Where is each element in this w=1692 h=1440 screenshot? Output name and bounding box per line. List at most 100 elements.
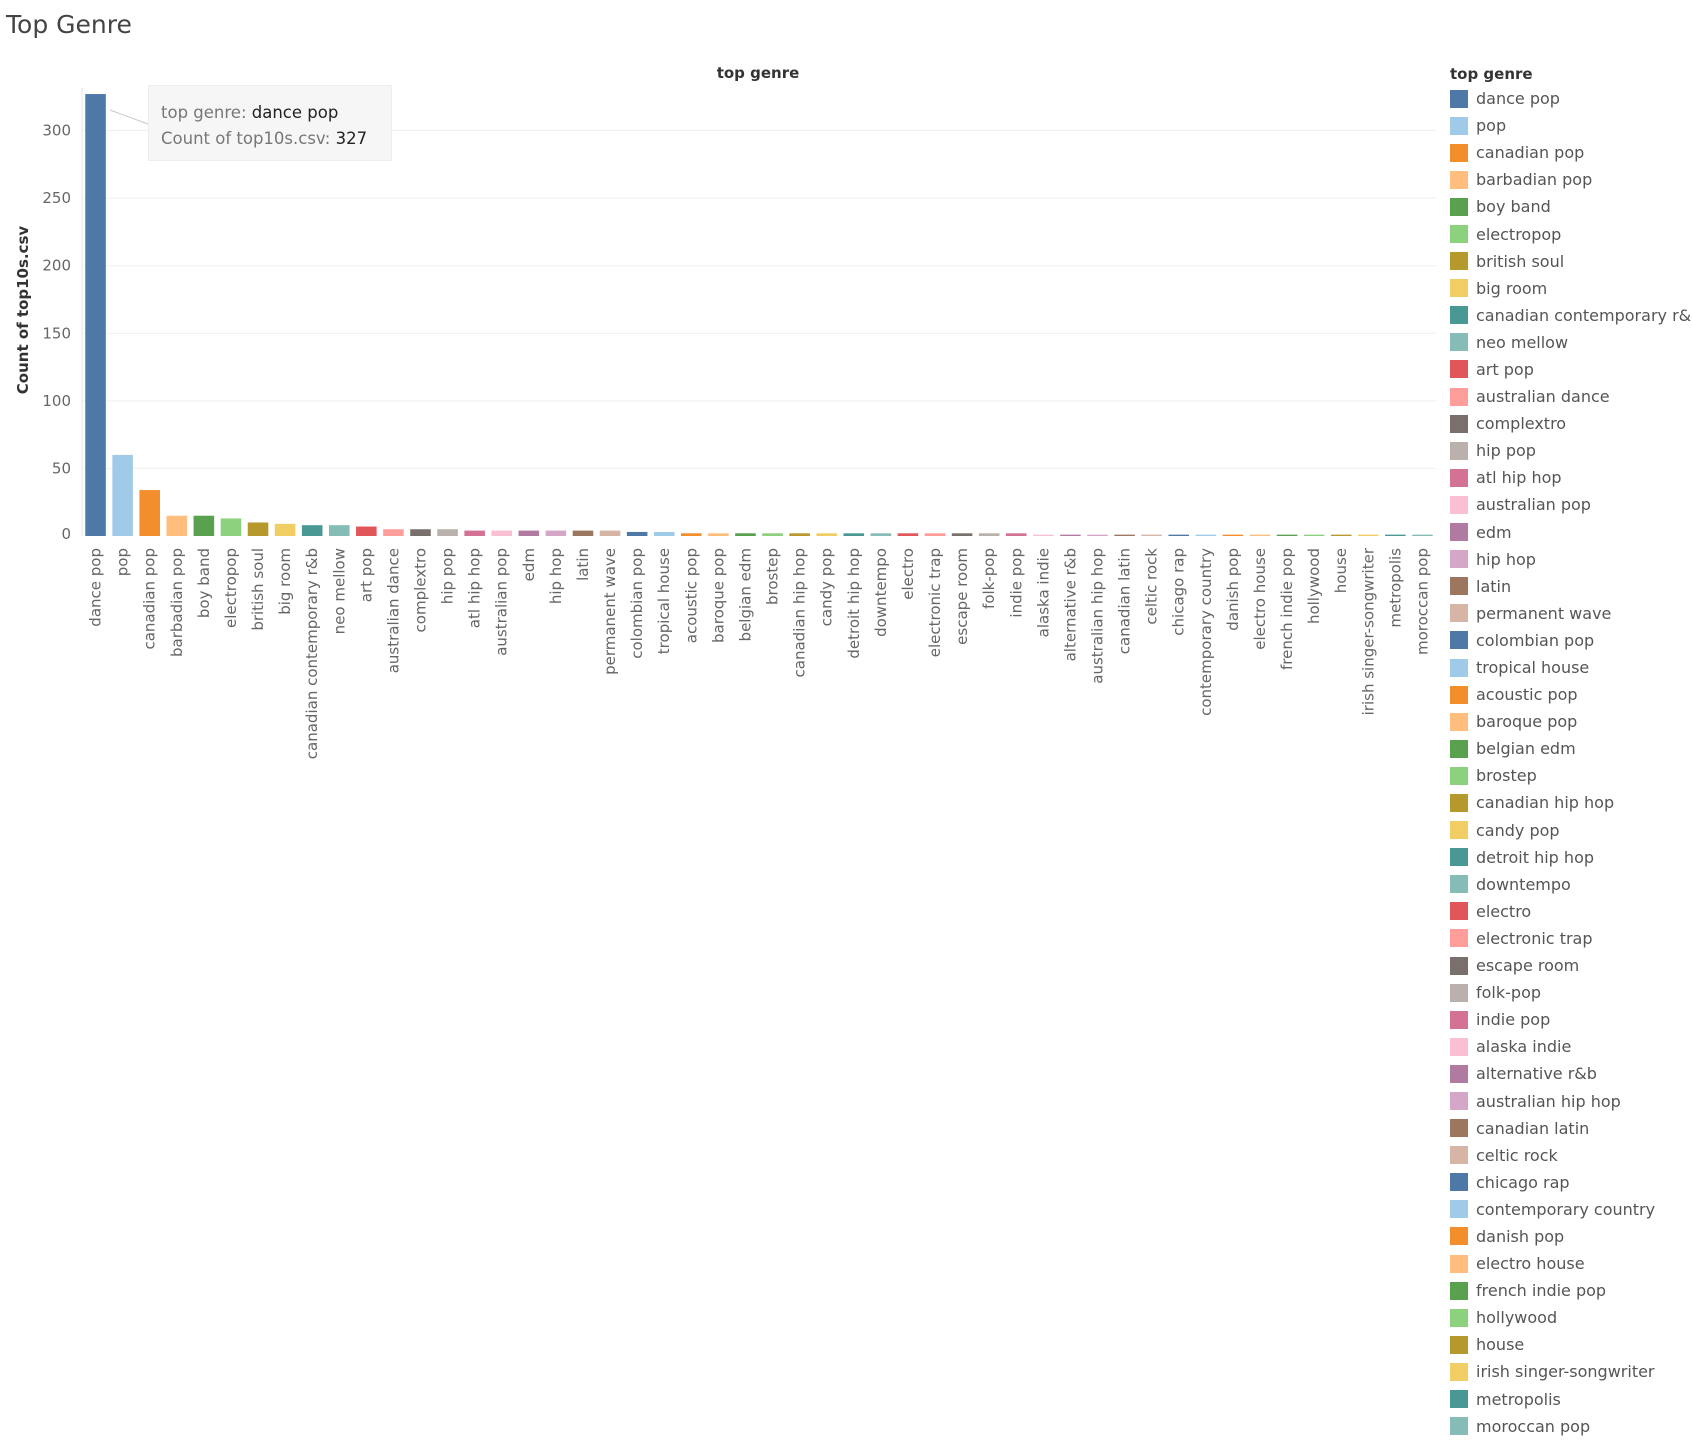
bar[interactable] (599, 530, 621, 536)
bar[interactable] (1412, 534, 1433, 536)
bar[interactable] (653, 531, 675, 536)
legend-item[interactable]: alternative r&b (1450, 1060, 1690, 1087)
bar[interactable] (166, 515, 188, 536)
bar[interactable] (410, 529, 431, 536)
bar[interactable] (301, 525, 323, 536)
bar[interactable] (816, 533, 837, 536)
legend-item[interactable]: electropop (1450, 220, 1690, 247)
bar[interactable] (762, 533, 783, 536)
legend-item[interactable]: downtempo (1450, 871, 1690, 898)
bar[interactable] (356, 526, 377, 536)
bar[interactable] (437, 529, 458, 536)
bar[interactable] (978, 533, 1000, 536)
bar[interactable] (924, 533, 946, 536)
bar[interactable] (383, 529, 404, 536)
legend-item[interactable]: hip pop (1450, 437, 1690, 464)
legend-item[interactable]: barbadian pop (1450, 166, 1690, 193)
bar[interactable] (626, 531, 648, 536)
bar[interactable] (708, 533, 729, 536)
legend-item[interactable]: alaska indie (1450, 1033, 1690, 1060)
bar[interactable] (1141, 534, 1162, 536)
legend-item[interactable]: hollywood (1450, 1304, 1690, 1331)
legend-item[interactable]: electro house (1450, 1250, 1690, 1277)
bar[interactable] (870, 533, 892, 536)
bar[interactable] (1005, 533, 1027, 536)
bar[interactable] (518, 530, 540, 536)
legend-item[interactable]: irish singer-songwriter (1450, 1358, 1690, 1385)
legend-item[interactable]: detroit hip hop (1450, 844, 1690, 871)
legend-item[interactable]: british soul (1450, 248, 1690, 275)
bar[interactable] (464, 530, 485, 536)
bar[interactable] (572, 530, 594, 536)
legend-item[interactable]: art pop (1450, 356, 1690, 383)
legend-item[interactable]: neo mellow (1450, 329, 1690, 356)
bar[interactable] (247, 522, 269, 536)
legend-item[interactable]: pop (1450, 112, 1690, 139)
bar[interactable] (1249, 534, 1271, 536)
legend-item[interactable]: baroque pop (1450, 708, 1690, 735)
bar[interactable] (1222, 534, 1244, 536)
bar[interactable] (1114, 534, 1135, 536)
bar[interactable] (1276, 534, 1298, 536)
legend-item[interactable]: colombian pop (1450, 627, 1690, 654)
legend-item[interactable]: complextro (1450, 410, 1690, 437)
bar[interactable] (897, 533, 919, 536)
legend-item[interactable]: big room (1450, 275, 1690, 302)
legend-item[interactable]: boy band (1450, 193, 1690, 220)
legend-item[interactable]: metropolis (1450, 1386, 1690, 1413)
legend-item[interactable]: australian hip hop (1450, 1087, 1690, 1114)
legend-item[interactable]: house (1450, 1331, 1690, 1358)
bar[interactable] (139, 490, 160, 536)
legend-item[interactable]: chicago rap (1450, 1169, 1690, 1196)
legend-item[interactable]: acoustic pop (1450, 681, 1690, 708)
legend-item[interactable]: contemporary country (1450, 1196, 1690, 1223)
bar[interactable] (220, 518, 242, 536)
bar[interactable] (843, 533, 865, 536)
bar[interactable] (1087, 534, 1108, 536)
legend-item[interactable]: latin (1450, 573, 1690, 600)
legend-item[interactable]: indie pop (1450, 1006, 1690, 1033)
legend-item[interactable]: candy pop (1450, 817, 1690, 844)
bar[interactable] (1168, 534, 1190, 536)
bar[interactable] (1330, 534, 1352, 536)
legend-item[interactable]: canadian contemporary r&b (1450, 302, 1692, 329)
legend-item[interactable]: australian dance (1450, 383, 1690, 410)
bar[interactable] (1303, 534, 1325, 536)
bar[interactable] (1033, 534, 1054, 536)
bar[interactable] (1060, 534, 1081, 536)
legend-item[interactable]: electronic trap (1450, 925, 1690, 952)
bar[interactable] (789, 533, 810, 536)
legend-item[interactable]: edm (1450, 519, 1690, 546)
bar[interactable] (681, 533, 702, 536)
legend-item[interactable]: brostep (1450, 762, 1690, 789)
legend-item[interactable]: folk-pop (1450, 979, 1690, 1006)
bar[interactable] (951, 533, 973, 536)
bar[interactable] (735, 533, 756, 536)
bar[interactable] (491, 530, 513, 536)
legend-item[interactable]: escape room (1450, 952, 1690, 979)
legend-item[interactable]: canadian pop (1450, 139, 1690, 166)
legend-item[interactable]: tropical house (1450, 654, 1690, 681)
bar[interactable] (1358, 534, 1379, 536)
bar[interactable] (545, 530, 567, 536)
legend-item[interactable]: canadian hip hop (1450, 789, 1690, 816)
bar[interactable] (274, 523, 296, 536)
legend-item[interactable]: electro (1450, 898, 1690, 925)
legend-item[interactable]: celtic rock (1450, 1142, 1690, 1169)
legend-item[interactable]: atl hip hop (1450, 464, 1690, 491)
bar[interactable] (193, 515, 215, 536)
legend-item[interactable]: belgian edm (1450, 735, 1690, 762)
legend-item[interactable]: hip hop (1450, 546, 1690, 573)
bar[interactable] (328, 525, 350, 536)
bar[interactable] (112, 454, 133, 536)
bar[interactable] (85, 94, 106, 537)
legend-item[interactable]: french indie pop (1450, 1277, 1690, 1304)
legend-item[interactable]: dance pop (1450, 85, 1690, 112)
legend-item[interactable]: canadian latin (1450, 1115, 1690, 1142)
legend-item[interactable]: moroccan pop (1450, 1413, 1690, 1440)
legend-item[interactable]: danish pop (1450, 1223, 1690, 1250)
bar[interactable] (1385, 534, 1406, 536)
bar[interactable] (1195, 534, 1217, 536)
legend-item[interactable]: permanent wave (1450, 600, 1690, 627)
legend-item[interactable]: australian pop (1450, 491, 1690, 518)
